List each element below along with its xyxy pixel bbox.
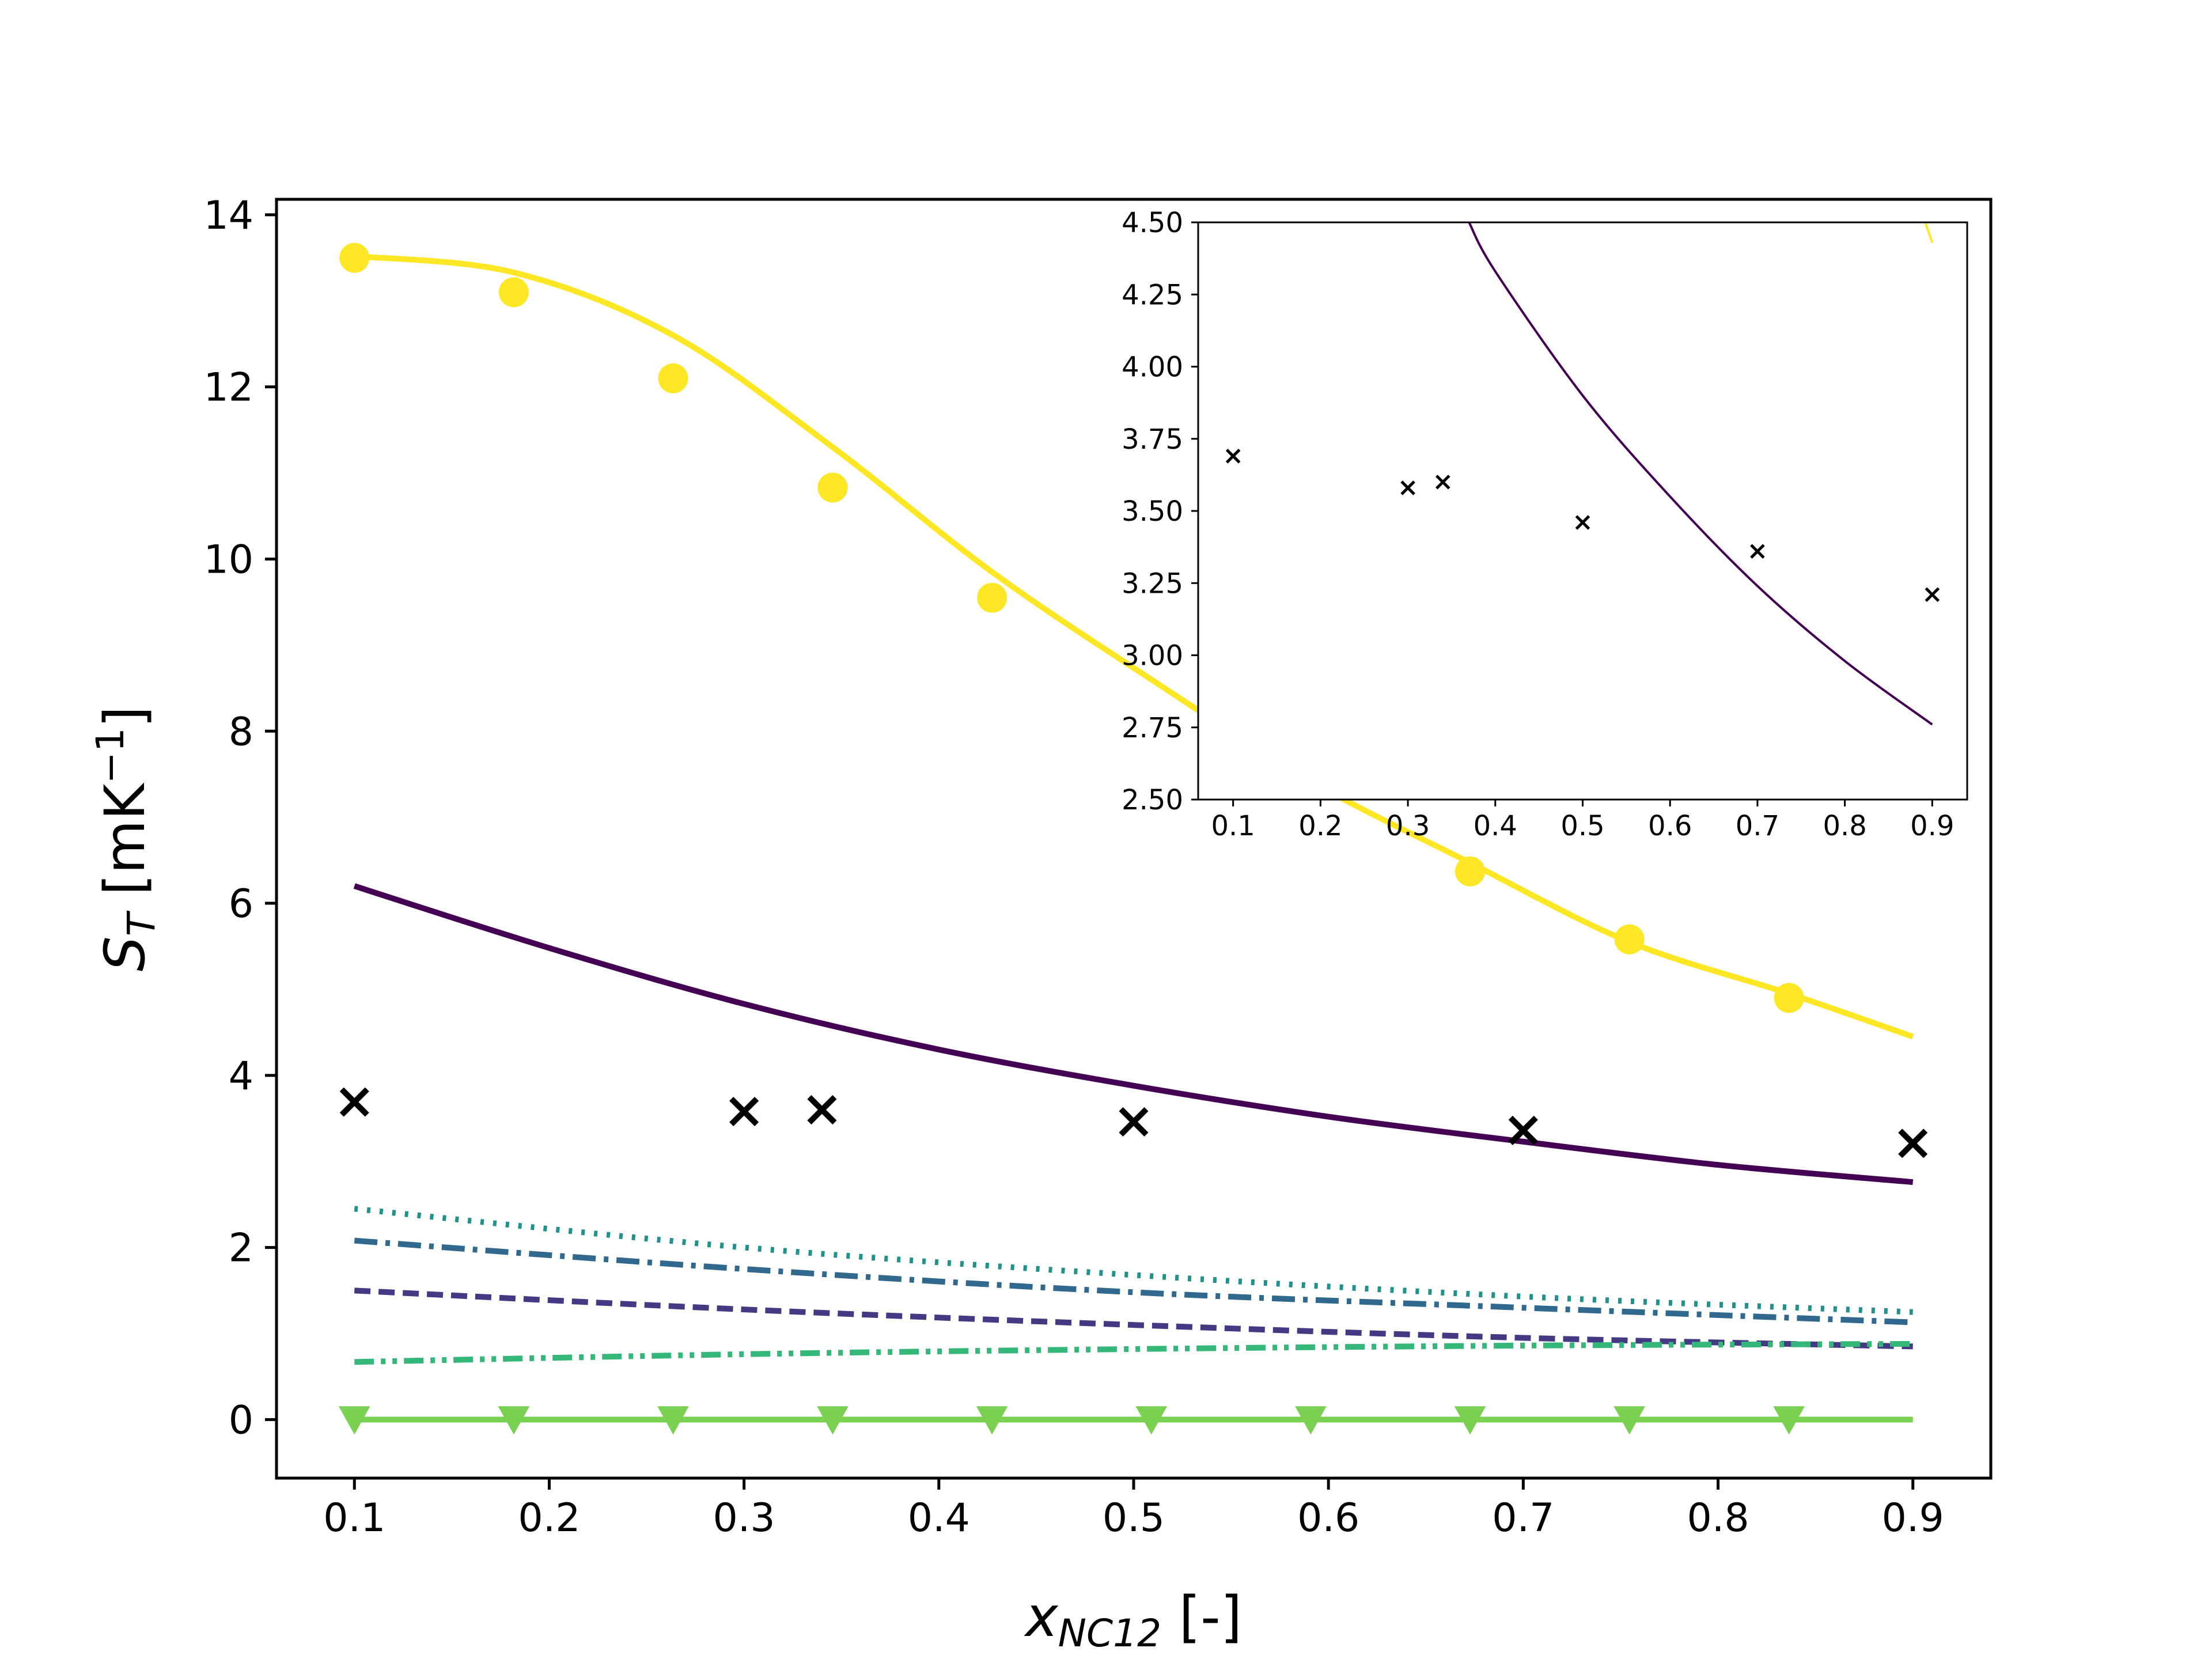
inset-y-tick-label: 3.25 — [1122, 567, 1183, 600]
inset-chart: 0.1 0.2 0.3 0.4 0.5 0.6 0.7 0.8 0.9 2.50 2.75 3.00… — [1122, 207, 1968, 842]
main-triangle-marker — [1773, 1406, 1805, 1435]
main-x-marker-stroke — [1898, 1128, 1928, 1158]
inset-y-tick-label: 4.00 — [1122, 351, 1183, 384]
main-chart: 0.1 0.2 0.3 0.4 0.5 0.6 0.7 0.8 0.9 02468101214 … — [88, 193, 1993, 1656]
inset-x-tick-label: 0.9 — [1910, 810, 1954, 842]
inset-x-marker-stroke — [1400, 480, 1415, 495]
main-x-marker-stroke — [339, 1087, 369, 1117]
main-triangle-marker — [1613, 1406, 1645, 1435]
main-series-4-line — [354, 1287, 1913, 1350]
main-y-axis-ticks: 0 2 4 6 8 10 12 14 — [203, 193, 276, 1443]
main-x-tick-label: 0.6 — [1297, 1495, 1359, 1541]
main-x-marker — [807, 1095, 837, 1125]
inset-x-tick-label: 0.8 — [1823, 810, 1866, 842]
main-circle-marker — [339, 243, 370, 273]
inset-x-marker — [1575, 515, 1590, 530]
main-triangle-marker — [338, 1406, 370, 1435]
main-x-marker-stroke — [1508, 1115, 1538, 1145]
main-triangle-marker — [817, 1406, 849, 1435]
main-circle-marker — [498, 277, 529, 308]
main-x-tick-label: 0.3 — [713, 1495, 775, 1541]
inset-x-marker — [1435, 475, 1450, 490]
main-x-marker-stroke — [807, 1095, 837, 1125]
main-series-5-line — [354, 1340, 1913, 1365]
inset-data-layer — [1225, 222, 1940, 726]
inset-x-marker — [1400, 480, 1415, 495]
main-x-marker-stroke — [1119, 1107, 1149, 1137]
main-series-0-line — [354, 253, 1914, 1040]
main-y-tick-label: 0 — [229, 1397, 253, 1443]
main-x-marker — [1898, 1128, 1928, 1158]
main-circle-marker — [1614, 924, 1645, 955]
main-y-tick-label: 8 — [229, 709, 253, 755]
inset-x-marker-stroke — [1575, 515, 1590, 530]
main-triangle-marker — [1454, 1406, 1486, 1435]
inset-x-marker-stroke — [1225, 449, 1241, 464]
inset-x-marker-stroke — [1435, 475, 1450, 490]
x-axis-title: xNC12 [-] — [1024, 1585, 1242, 1656]
main-data-layer — [338, 243, 1928, 1435]
main-x-marker — [729, 1097, 759, 1127]
inset-y-tick-label: 3.50 — [1122, 495, 1183, 528]
main-x-tick-label: 0.2 — [518, 1495, 580, 1541]
inset-x-marker-stroke — [1750, 544, 1765, 559]
main-y-tick-label: 4 — [229, 1054, 253, 1099]
inset-y-tick-label: 2.50 — [1122, 784, 1183, 816]
main-circle-marker — [1774, 983, 1804, 1013]
inset-series-1-line — [1924, 222, 1934, 243]
main-triangle-marker — [498, 1406, 530, 1435]
main-series-3-line — [354, 1237, 1913, 1325]
inset-background — [1198, 222, 1967, 800]
inset-x-marker-stroke — [1925, 587, 1940, 603]
main-x-marker-stroke — [729, 1097, 759, 1127]
main-y-tick-label: 12 — [203, 365, 253, 411]
inset-y-axis-ticks: 2.50 2.75 3.00 3.25 3.50 3.75 4.00 4.25 4.50 — [1122, 207, 1198, 816]
main-triangle-marker — [1295, 1406, 1327, 1435]
inset-y-tick-label: 4.25 — [1122, 279, 1183, 311]
inset-series-0-line — [1468, 222, 1933, 726]
inset-y-tick-label: 2.75 — [1122, 712, 1183, 744]
inset-y-tick-label: 4.50 — [1122, 207, 1183, 239]
main-circle-marker — [658, 363, 688, 393]
inset-x-tick-label: 0.2 — [1298, 810, 1342, 842]
main-triangle-marker — [1135, 1406, 1168, 1435]
main-triangle-marker — [657, 1406, 689, 1435]
main-x-axis-ticks: 0.1 0.2 0.3 0.4 0.5 0.6 0.7 0.8 0.9 — [323, 1478, 1944, 1541]
inset-x-tick-label: 0.1 — [1211, 810, 1255, 842]
inset-x-marker — [1225, 449, 1241, 464]
inset-x-axis-ticks: 0.1 0.2 0.3 0.4 0.5 0.6 0.7 0.8 0.9 — [1211, 800, 1954, 842]
main-triangle-marker — [976, 1406, 1008, 1435]
main-y-tick-label: 14 — [203, 193, 253, 238]
inset-x-tick-label: 0.7 — [1736, 810, 1779, 842]
inset-x-marker — [1750, 544, 1765, 559]
main-x-tick-label: 0.7 — [1492, 1495, 1554, 1541]
inset-x-marker — [1925, 587, 1940, 603]
inset-x-tick-label: 0.4 — [1474, 810, 1517, 842]
main-x-tick-label: 0.1 — [323, 1495, 385, 1541]
inset-x-tick-label: 0.6 — [1648, 810, 1692, 842]
main-y-tick-label: 2 — [229, 1226, 253, 1271]
main-circle-marker — [817, 472, 848, 503]
main-x-marker — [339, 1087, 369, 1117]
main-x-tick-label: 0.4 — [908, 1495, 970, 1541]
inset-y-tick-label: 3.00 — [1122, 640, 1183, 672]
main-circle-marker — [1455, 856, 1486, 887]
main-x-marker — [1119, 1107, 1149, 1137]
main-series-1-line — [353, 883, 1914, 1185]
main-y-tick-label: 6 — [229, 881, 253, 927]
main-x-tick-label: 0.8 — [1687, 1495, 1749, 1541]
main-circle-marker — [977, 582, 1007, 613]
main-x-marker — [1508, 1115, 1538, 1145]
inset-y-tick-label: 3.75 — [1122, 423, 1183, 456]
main-x-tick-label: 0.5 — [1103, 1495, 1165, 1541]
y-axis-title: ST [mK−1] — [88, 706, 164, 971]
inset-x-tick-label: 0.5 — [1560, 810, 1604, 842]
main-y-tick-label: 10 — [203, 537, 253, 582]
inset-x-tick-label: 0.3 — [1386, 810, 1430, 842]
main-x-tick-label: 0.9 — [1882, 1495, 1944, 1541]
